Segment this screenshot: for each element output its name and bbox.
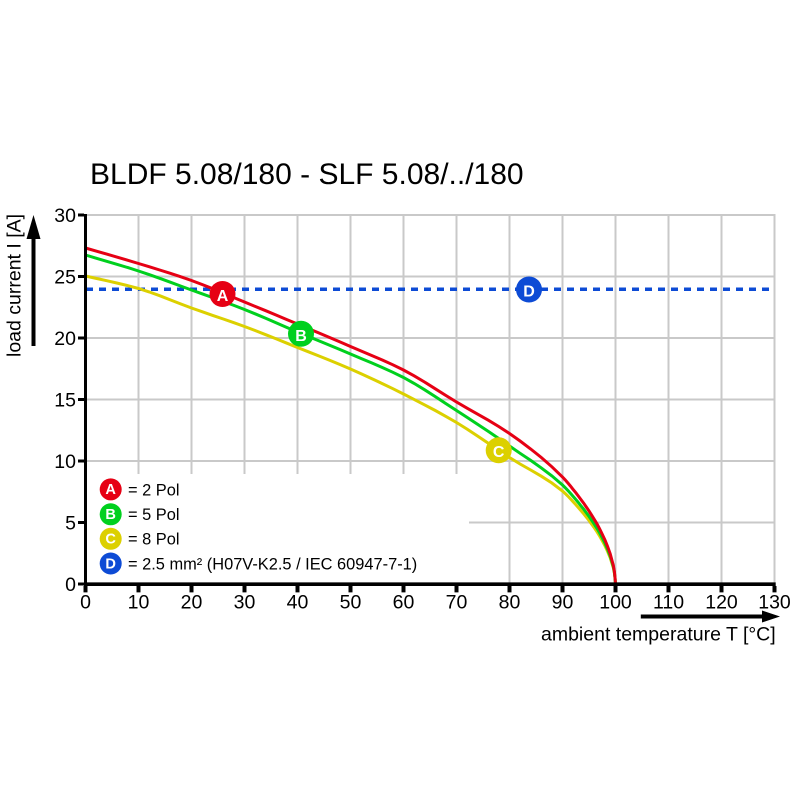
- svg-text:90: 90: [552, 592, 574, 614]
- svg-text:D: D: [105, 556, 116, 572]
- svg-text:load current I [A]: load current I [A]: [4, 214, 26, 357]
- svg-text:BLDF 5.08/180 - SLF 5.08/../18: BLDF 5.08/180 - SLF 5.08/../180: [90, 158, 524, 191]
- svg-text:B: B: [295, 328, 307, 345]
- svg-text:C: C: [105, 532, 116, 548]
- svg-text:25: 25: [54, 267, 76, 289]
- svg-text:30: 30: [234, 592, 256, 614]
- svg-text:= 2 Pol: = 2 Pol: [128, 481, 180, 499]
- svg-text:15: 15: [54, 390, 76, 412]
- svg-text:20: 20: [54, 328, 76, 350]
- svg-text:10: 10: [128, 592, 150, 614]
- svg-text:= 8 Pol: = 8 Pol: [128, 531, 180, 549]
- svg-text:= 5 Pol: = 5 Pol: [128, 506, 180, 524]
- svg-text:60: 60: [393, 592, 415, 614]
- svg-text:0: 0: [80, 592, 91, 614]
- svg-text:70: 70: [446, 592, 468, 614]
- svg-text:130: 130: [758, 592, 791, 614]
- svg-text:0: 0: [65, 574, 76, 596]
- svg-text:A: A: [105, 482, 116, 498]
- svg-text:120: 120: [705, 592, 738, 614]
- svg-text:A: A: [217, 288, 229, 305]
- svg-text:C: C: [493, 444, 505, 461]
- svg-text:5: 5: [65, 513, 76, 535]
- svg-text:D: D: [523, 283, 535, 300]
- svg-text:10: 10: [54, 451, 76, 473]
- svg-text:30: 30: [54, 205, 76, 227]
- svg-text:= 2.5 mm² (H07V-K2.5 / IEC 609: = 2.5 mm² (H07V-K2.5 / IEC 60947-7-1): [128, 555, 417, 573]
- svg-text:B: B: [105, 507, 116, 523]
- svg-text:50: 50: [340, 592, 362, 614]
- svg-text:80: 80: [499, 592, 521, 614]
- svg-text:110: 110: [653, 592, 684, 614]
- svg-text:ambient temperature T [°C]: ambient temperature T [°C]: [541, 624, 776, 646]
- svg-text:40: 40: [287, 592, 309, 614]
- svg-text:20: 20: [181, 592, 203, 614]
- svg-text:100: 100: [599, 592, 632, 614]
